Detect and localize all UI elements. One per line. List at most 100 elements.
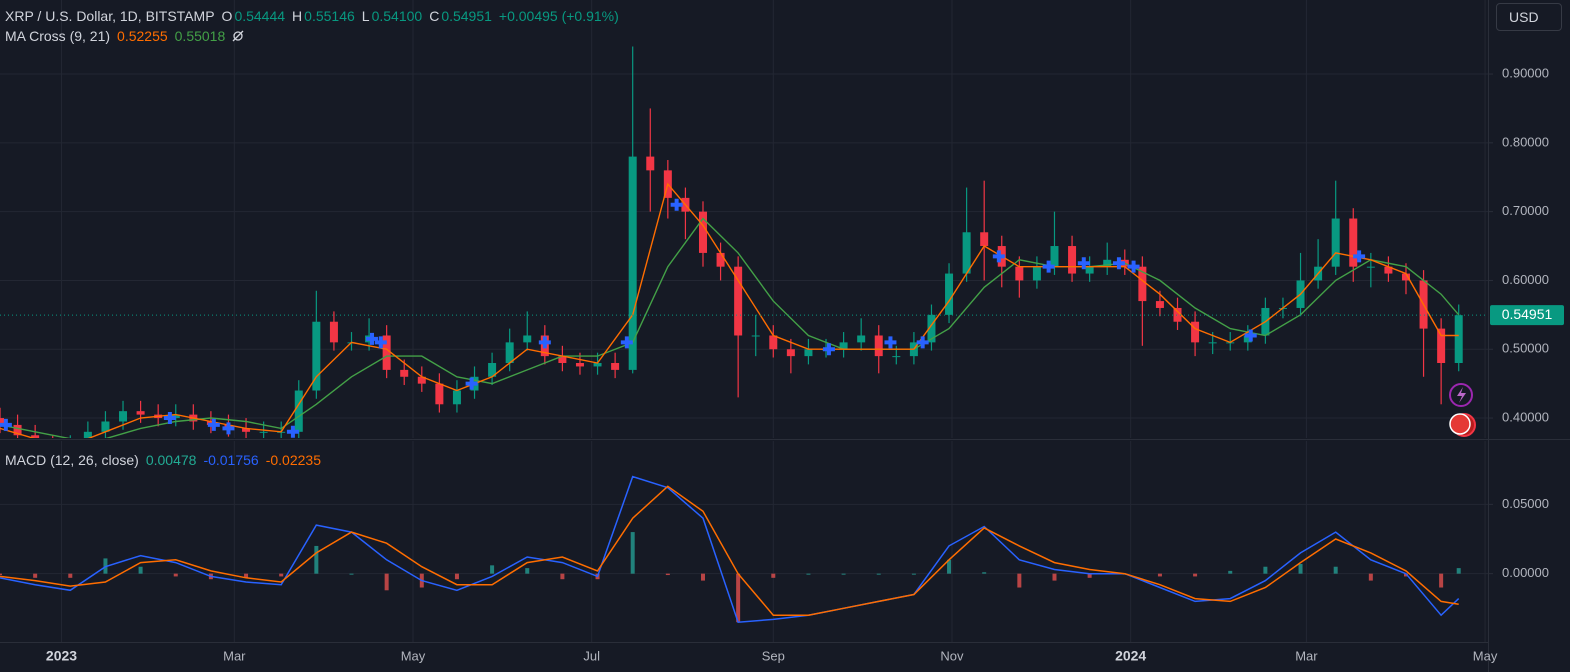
y-tick-label: 0.90000 xyxy=(1502,65,1549,80)
x-tick-label: Sep xyxy=(762,648,785,663)
candle-body xyxy=(1349,218,1358,267)
candle-body xyxy=(49,446,57,449)
candle-body xyxy=(136,411,145,415)
visibility-icon[interactable] xyxy=(232,30,244,42)
histogram-bar xyxy=(1052,573,1057,581)
x-tick-label: Mar xyxy=(1295,648,1318,663)
candle-body xyxy=(0,418,4,425)
candle-body xyxy=(874,335,883,357)
candle-body xyxy=(1243,335,1252,343)
candle-body xyxy=(435,383,444,405)
ma-legend: MA Cross (9, 21) 0.52255 0.55018 xyxy=(5,28,244,44)
currency-button[interactable]: USD xyxy=(1496,3,1562,31)
fast-ma-value: 0.52255 xyxy=(117,28,168,44)
histogram-bar xyxy=(244,573,249,578)
y-tick-label: 0.40000 xyxy=(1502,409,1549,424)
ma-cross-marker xyxy=(992,250,1005,263)
histogram-bar xyxy=(490,565,495,574)
ma-cross-marker xyxy=(822,343,835,356)
histogram-bar xyxy=(700,573,705,581)
ma-cross-marker xyxy=(366,332,378,345)
ma-cross-marker xyxy=(163,412,176,425)
last-price-tag xyxy=(1490,305,1564,326)
ma-cross-marker xyxy=(1112,257,1125,270)
candle-body xyxy=(769,335,778,350)
histogram-bar xyxy=(68,573,73,578)
histogram-bar xyxy=(841,573,846,575)
symbol-title: XRP / U.S. Dollar, 1D, BITSTAMP xyxy=(5,8,215,24)
histogram-bar xyxy=(138,566,143,574)
histogram-bar xyxy=(876,573,881,575)
quote-value: 0.55146 xyxy=(304,8,355,24)
candle-body xyxy=(1050,246,1059,267)
candle-body xyxy=(786,349,795,357)
x-tick-label: 2023 xyxy=(46,648,77,664)
x-tick-label: 2024 xyxy=(1115,648,1146,664)
quote-value: 0.54444 xyxy=(234,8,286,24)
histogram-bar xyxy=(1087,573,1092,578)
candle-body xyxy=(628,156,637,370)
candle-body xyxy=(66,446,74,449)
axes: 0.40000 0.50000 0.60000 0.70000 0.80000 0.900… xyxy=(46,65,1564,664)
histogram-bar xyxy=(1403,573,1408,577)
event-icon[interactable] xyxy=(1449,383,1473,407)
macd-line xyxy=(0,475,1460,623)
candle-body xyxy=(1068,246,1077,274)
candle-body xyxy=(1173,307,1182,322)
candle-body xyxy=(488,363,497,377)
histogram-bar xyxy=(806,573,811,575)
indicator-title: MA Cross (9, 21) xyxy=(5,28,111,44)
candle-body xyxy=(242,428,251,432)
candle-body xyxy=(945,273,954,315)
ma-cross-marker xyxy=(1244,329,1257,342)
candle-body xyxy=(1015,266,1024,281)
candle-body xyxy=(804,349,813,357)
candle-body xyxy=(1454,315,1463,364)
candle-body xyxy=(523,335,532,343)
symbol-legend: XRP / U.S. Dollar, 1D, BITSTAMP O 0.54444 H… xyxy=(5,8,619,24)
histogram-bar xyxy=(454,573,459,580)
histogram-bar xyxy=(1333,566,1338,574)
histogram-bar xyxy=(314,545,319,574)
histogram-bar xyxy=(1298,563,1303,574)
last-price-label: 0.54951 xyxy=(1502,306,1553,322)
candle-body xyxy=(751,335,760,337)
y-tick-label: 0.80000 xyxy=(1502,134,1549,149)
macd-plot xyxy=(0,475,1461,623)
ma-cross-marker xyxy=(465,377,478,390)
ma-cross-marker xyxy=(670,198,683,211)
candle-body xyxy=(927,314,936,343)
candle-body xyxy=(980,232,989,247)
histogram-bar xyxy=(1193,573,1198,577)
y-tick-label: 0.50000 xyxy=(1502,341,1549,356)
ma-cross-marker xyxy=(1042,260,1055,273)
candle-body xyxy=(13,424,22,436)
ma-cross-marker xyxy=(620,336,633,349)
histogram-bar xyxy=(1263,566,1268,574)
ma-cross-marker xyxy=(1127,260,1140,273)
signal-line xyxy=(0,485,1459,616)
ma-cross-marker xyxy=(374,336,387,349)
histogram-bar xyxy=(0,573,2,576)
histogram-bar xyxy=(1228,570,1233,574)
quote-label: L xyxy=(361,8,370,24)
price-change: +0.00495 (+0.91%) xyxy=(498,8,619,24)
histogram-bar xyxy=(1157,573,1162,577)
x-tick-label: Jul xyxy=(583,648,600,663)
flag-icon xyxy=(1449,413,1471,435)
histogram-bar xyxy=(33,573,38,578)
histogram-bar xyxy=(665,573,670,576)
histogram-bar xyxy=(525,568,530,574)
price-plot xyxy=(0,46,1488,449)
candle-body xyxy=(962,232,971,274)
histogram-bar xyxy=(173,573,178,577)
candle-body xyxy=(646,156,655,171)
candle-body xyxy=(839,342,848,350)
ma-cross-marker xyxy=(0,418,12,431)
candle-body xyxy=(1384,266,1393,274)
histogram-bar xyxy=(982,572,987,574)
candle-body xyxy=(716,252,725,267)
ma-cross-marker xyxy=(916,336,929,349)
histogram-bar xyxy=(771,573,776,578)
